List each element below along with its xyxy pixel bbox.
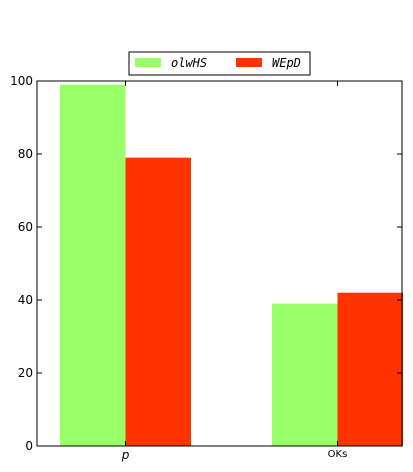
bar-WEpD-OKs	[337, 292, 403, 446]
y-tick-label: 0	[25, 439, 33, 453]
legend-label-olwHS: olwHS	[171, 56, 207, 70]
bar-olwHS-OKs	[272, 303, 338, 446]
x-category-label: p	[121, 448, 130, 462]
legend-swatch-WEpD	[236, 58, 262, 67]
axes: 0 20 40 60 80 100 p OKs	[10, 74, 403, 462]
x-category-label: OKs	[328, 449, 348, 460]
legend-swatch-olwHS	[135, 58, 161, 67]
bar-olwHS-p	[60, 84, 126, 447]
y-tick-label: 100	[10, 74, 33, 88]
y-tick-label: 20	[18, 366, 33, 380]
bar-WEpD-p	[125, 157, 191, 446]
legend-box	[128, 51, 311, 76]
y-tick-label: 80	[18, 147, 33, 161]
legend: olwHS WEpD	[128, 51, 311, 76]
plot-area	[60, 84, 403, 447]
y-tick-label: 40	[18, 293, 33, 307]
plot-frame	[36, 80, 403, 447]
legend-label-WEpD: WEpD	[272, 56, 301, 70]
y-tick-label: 60	[18, 220, 33, 234]
